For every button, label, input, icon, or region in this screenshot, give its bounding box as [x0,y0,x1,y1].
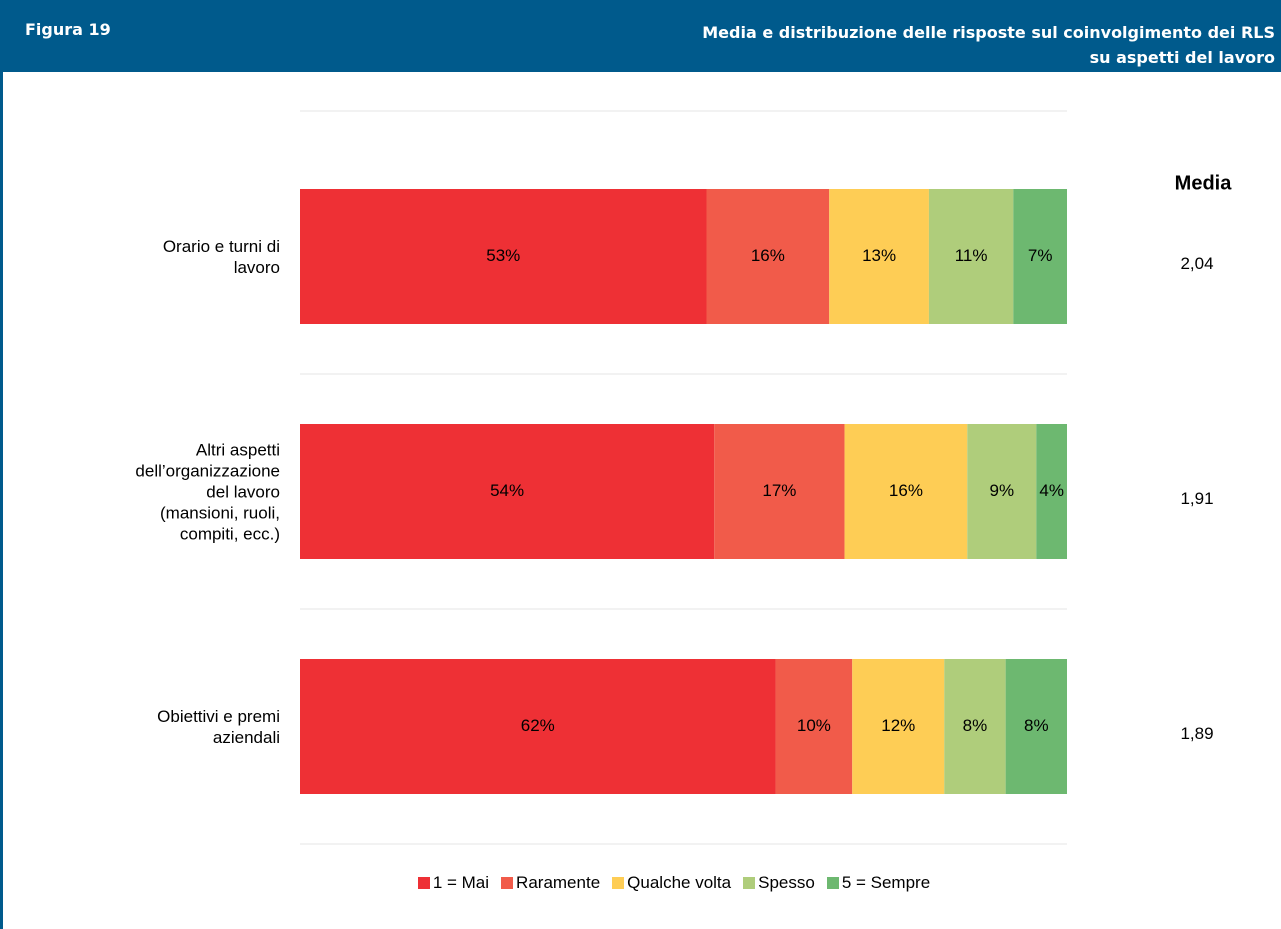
value-label: 16% [889,481,923,500]
legend-swatch [612,877,625,889]
bar-segment [300,659,776,794]
bar-segment [829,189,929,324]
value-label: 16% [751,246,785,265]
bar-segment [844,424,968,559]
figure-label: Figura 19 [25,20,111,39]
legend-swatch [501,877,514,889]
value-label: 8% [963,716,988,735]
bar-segment [928,189,1014,324]
legend-item: Qualche volta [612,873,731,893]
media-value: 1,89 [1180,724,1213,743]
legend-label: 1 = Mai [432,873,490,892]
value-label: 17% [762,481,796,500]
bar-segment [1036,424,1067,559]
bar-segment [300,424,715,559]
legend-item: 5 = Sempre [826,873,931,893]
value-label: 12% [881,716,915,735]
legend-swatch [826,877,839,889]
legend-label: Qualche volta [627,873,732,892]
bar-segment [714,424,845,559]
legend-item: 1 = Mai [417,873,490,893]
legend-item: Raramente [501,873,600,893]
legend-swatch [743,877,756,889]
bar-segment [300,189,707,324]
value-label: 4% [1039,481,1064,500]
border [0,72,3,929]
bar-segment [944,659,1006,794]
bar-segment [852,659,945,794]
bar-segment [1005,659,1067,794]
value-label: 9% [990,481,1015,500]
legend-swatch [417,877,430,889]
value-label: 13% [862,246,896,265]
value-label: 62% [521,716,555,735]
media-value: 1,91 [1180,489,1213,508]
value-label: 54% [490,481,524,500]
bar-segment [967,424,1037,559]
legend-label: Raramente [516,873,601,892]
bar-segment [775,659,853,794]
category-label: Obiettivi e premi aziendali [157,706,280,747]
value-label: 8% [1024,716,1049,735]
value-label: 10% [797,716,831,735]
legend-label: 5 = Sempre [841,873,931,892]
legend: 1 = Mai Raramente Qualche volta Spesso 5 = S… [0,873,1281,893]
header: Figura 19 Media e distribuzione delle ri… [0,0,1281,72]
legend-label: Spesso [758,873,815,892]
value-label: 11% [955,246,988,265]
bar-segment [1013,189,1067,324]
category-label: Altri aspetti dell’organizzazione del la… [135,440,280,543]
category-label: Orario e turni di lavoro [162,236,280,277]
media-value: 2,04 [1180,254,1213,273]
legend-item: Spesso [743,873,815,893]
value-label: 53% [486,246,520,265]
chart-title: Media e distribuzione delle risposte sul… [702,23,1275,67]
media-title: Media [1175,172,1233,194]
bar-segment [706,189,830,324]
value-label: 7% [1028,246,1053,265]
